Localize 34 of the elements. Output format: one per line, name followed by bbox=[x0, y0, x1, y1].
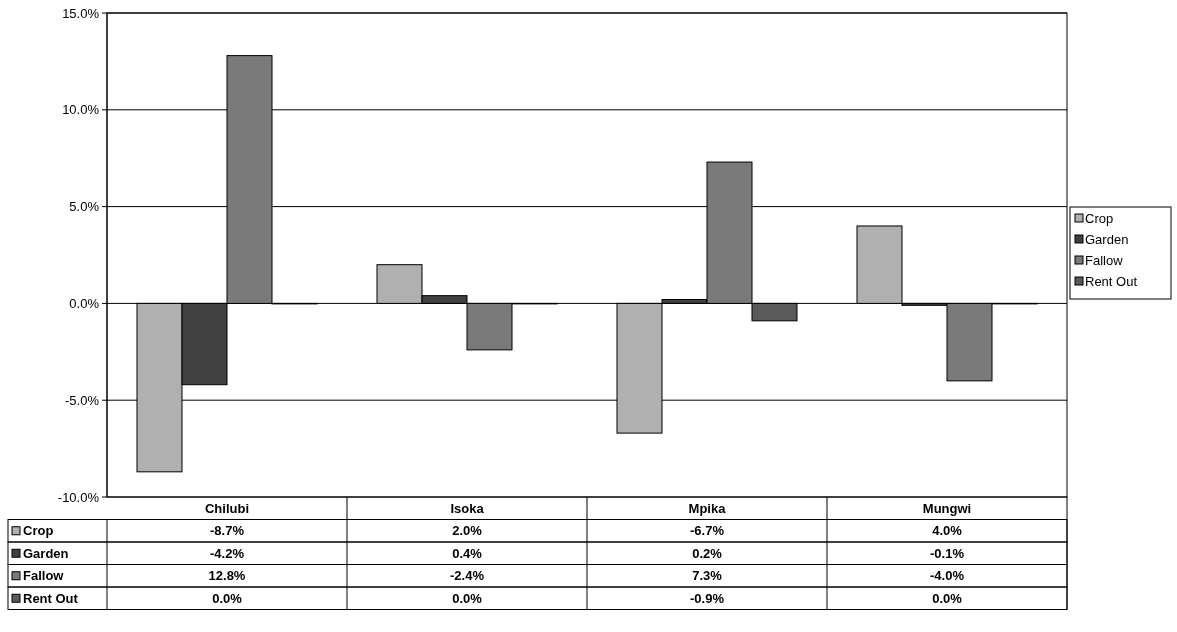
x-tick-label: Mungwi bbox=[922, 500, 972, 516]
y-tick-label: 0.0% bbox=[69, 295, 100, 311]
data-label: -4.0% bbox=[930, 568, 965, 584]
text: Fallow bbox=[23, 568, 64, 584]
legend-label: Crop bbox=[23, 523, 54, 539]
legend-label: Rent Out bbox=[1085, 273, 1138, 289]
data-label: 0.0% bbox=[932, 590, 963, 606]
legend-label: Garden bbox=[1085, 231, 1129, 247]
data-label: -2.4% bbox=[450, 568, 485, 584]
data-label: -8.7% bbox=[210, 523, 245, 539]
data-label: -0.9% bbox=[690, 590, 725, 606]
data-label: 0.0% bbox=[212, 590, 243, 606]
y-tick-label: -5.0% bbox=[65, 392, 100, 408]
data-label: 0.2% bbox=[692, 545, 723, 561]
data-label: -0.1% bbox=[930, 545, 965, 561]
data-label: -6.7% bbox=[690, 523, 725, 539]
x-tick-label: Isoka bbox=[450, 500, 485, 516]
data-label: 0.0% bbox=[452, 590, 483, 606]
data-label: 4.0% bbox=[932, 523, 963, 539]
x-tick-label: Mpika bbox=[688, 500, 727, 516]
text: Garden bbox=[23, 545, 69, 561]
text: Rent Out bbox=[23, 590, 78, 606]
x-tick-label: Chilubi bbox=[204, 500, 250, 516]
y-tick-label: -10.0% bbox=[57, 489, 100, 505]
data-label: 0.4% bbox=[452, 545, 483, 561]
y-tick-label: 15.0% bbox=[62, 5, 100, 21]
legend-label: Fallow bbox=[1085, 252, 1124, 268]
data-label: 12.8% bbox=[208, 568, 246, 584]
data-label: 2.0% bbox=[452, 523, 483, 539]
text: Crop bbox=[1085, 210, 1114, 226]
data-label: -4.2% bbox=[210, 545, 245, 561]
y-tick-label: 10.0% bbox=[62, 102, 100, 118]
data-label: 7.3% bbox=[692, 568, 723, 584]
y-tick-label: 5.0% bbox=[69, 199, 100, 215]
